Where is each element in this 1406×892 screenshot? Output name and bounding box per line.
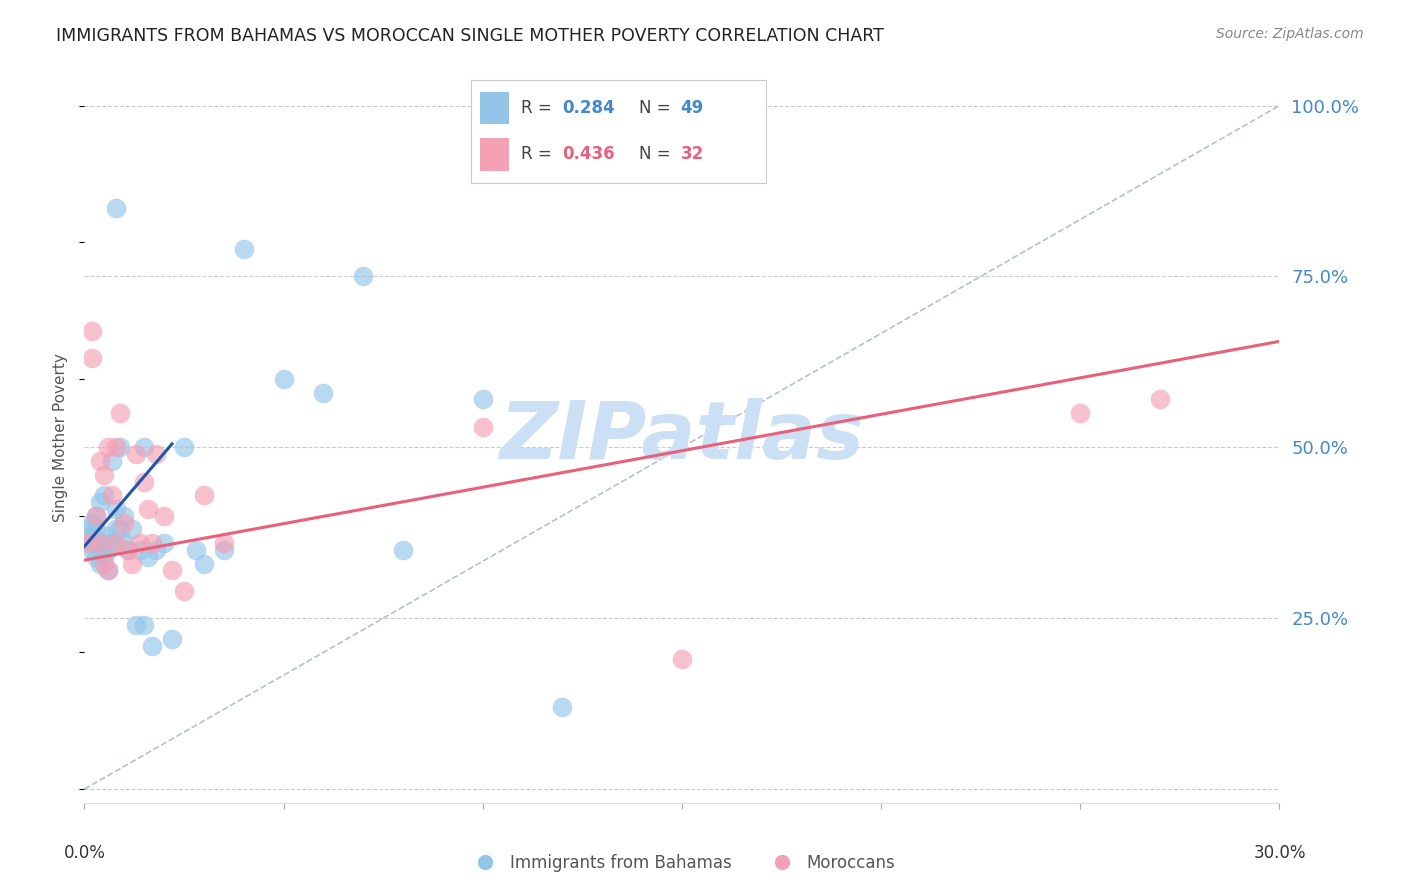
Point xyxy=(93,488,115,502)
Point xyxy=(86,508,108,523)
Point xyxy=(82,351,104,366)
Point xyxy=(232,242,254,256)
Point xyxy=(121,557,143,571)
Text: 0.284: 0.284 xyxy=(562,99,616,117)
Point xyxy=(89,542,111,557)
Point xyxy=(82,516,104,530)
Point xyxy=(145,447,167,461)
Point xyxy=(129,542,152,557)
Point xyxy=(97,563,120,577)
Point xyxy=(132,440,156,454)
Text: N =: N = xyxy=(640,145,676,163)
Point xyxy=(105,536,128,550)
Point xyxy=(184,542,207,557)
Point xyxy=(173,583,195,598)
Point xyxy=(212,536,235,550)
Point xyxy=(82,542,104,557)
Point xyxy=(89,536,111,550)
Point xyxy=(153,508,176,523)
Point xyxy=(77,522,100,536)
Point xyxy=(105,201,128,215)
Point xyxy=(77,536,100,550)
Bar xyxy=(479,92,509,124)
Text: N =: N = xyxy=(640,99,676,117)
Point xyxy=(77,536,100,550)
Text: 0.436: 0.436 xyxy=(562,145,616,163)
Text: 32: 32 xyxy=(681,145,704,163)
Point xyxy=(105,522,128,536)
Point xyxy=(125,447,148,461)
Point xyxy=(160,632,183,646)
Point xyxy=(86,522,108,536)
Point xyxy=(82,529,104,543)
Point xyxy=(141,639,163,653)
Point xyxy=(97,563,120,577)
Point xyxy=(136,501,159,516)
Point xyxy=(93,467,115,482)
Point xyxy=(551,700,574,714)
Bar xyxy=(479,137,509,170)
Text: R =: R = xyxy=(522,145,557,163)
Point xyxy=(129,536,152,550)
Point xyxy=(273,372,295,386)
Point xyxy=(101,454,124,468)
Point xyxy=(110,406,132,420)
Point xyxy=(145,542,167,557)
Point xyxy=(173,440,195,454)
Point xyxy=(112,508,135,523)
Point xyxy=(141,536,163,550)
Point xyxy=(352,269,374,284)
Point xyxy=(93,549,115,564)
Point xyxy=(93,536,115,550)
Point xyxy=(97,529,120,543)
Point xyxy=(89,557,111,571)
Point xyxy=(160,563,183,577)
Point xyxy=(117,542,139,557)
Point xyxy=(101,488,124,502)
Text: ZIPatlas: ZIPatlas xyxy=(499,398,865,476)
Text: IMMIGRANTS FROM BAHAMAS VS MOROCCAN SINGLE MOTHER POVERTY CORRELATION CHART: IMMIGRANTS FROM BAHAMAS VS MOROCCAN SING… xyxy=(56,27,884,45)
Text: Source: ZipAtlas.com: Source: ZipAtlas.com xyxy=(1216,27,1364,41)
Legend: Immigrants from Bahamas, Moroccans: Immigrants from Bahamas, Moroccans xyxy=(461,847,903,879)
Point xyxy=(97,542,120,557)
Point xyxy=(121,522,143,536)
Point xyxy=(86,536,108,550)
Y-axis label: Single Mother Poverty: Single Mother Poverty xyxy=(53,352,69,522)
Point xyxy=(1149,392,1171,407)
Text: 30.0%: 30.0% xyxy=(1253,844,1306,862)
Point xyxy=(193,488,215,502)
Point xyxy=(86,508,108,523)
Point xyxy=(1069,406,1091,420)
Point xyxy=(132,475,156,489)
Point xyxy=(312,385,335,400)
Point xyxy=(110,522,132,536)
Text: 49: 49 xyxy=(681,99,704,117)
Point xyxy=(93,557,115,571)
Point xyxy=(471,392,494,407)
Point xyxy=(89,454,111,468)
Point xyxy=(105,501,128,516)
Point xyxy=(82,324,104,338)
Point xyxy=(86,549,108,564)
Point xyxy=(117,542,139,557)
Point xyxy=(110,440,132,454)
Point xyxy=(212,542,235,557)
Point xyxy=(112,536,135,550)
Point xyxy=(671,652,693,666)
Text: 0.0%: 0.0% xyxy=(63,844,105,862)
Point xyxy=(97,440,120,454)
Point xyxy=(125,618,148,632)
Point xyxy=(105,440,128,454)
Point xyxy=(112,516,135,530)
Text: R =: R = xyxy=(522,99,557,117)
Point xyxy=(101,536,124,550)
Point xyxy=(193,557,215,571)
Point xyxy=(471,420,494,434)
Point xyxy=(136,549,159,564)
Point xyxy=(89,495,111,509)
Point xyxy=(153,536,176,550)
Point xyxy=(132,618,156,632)
Point xyxy=(392,542,415,557)
